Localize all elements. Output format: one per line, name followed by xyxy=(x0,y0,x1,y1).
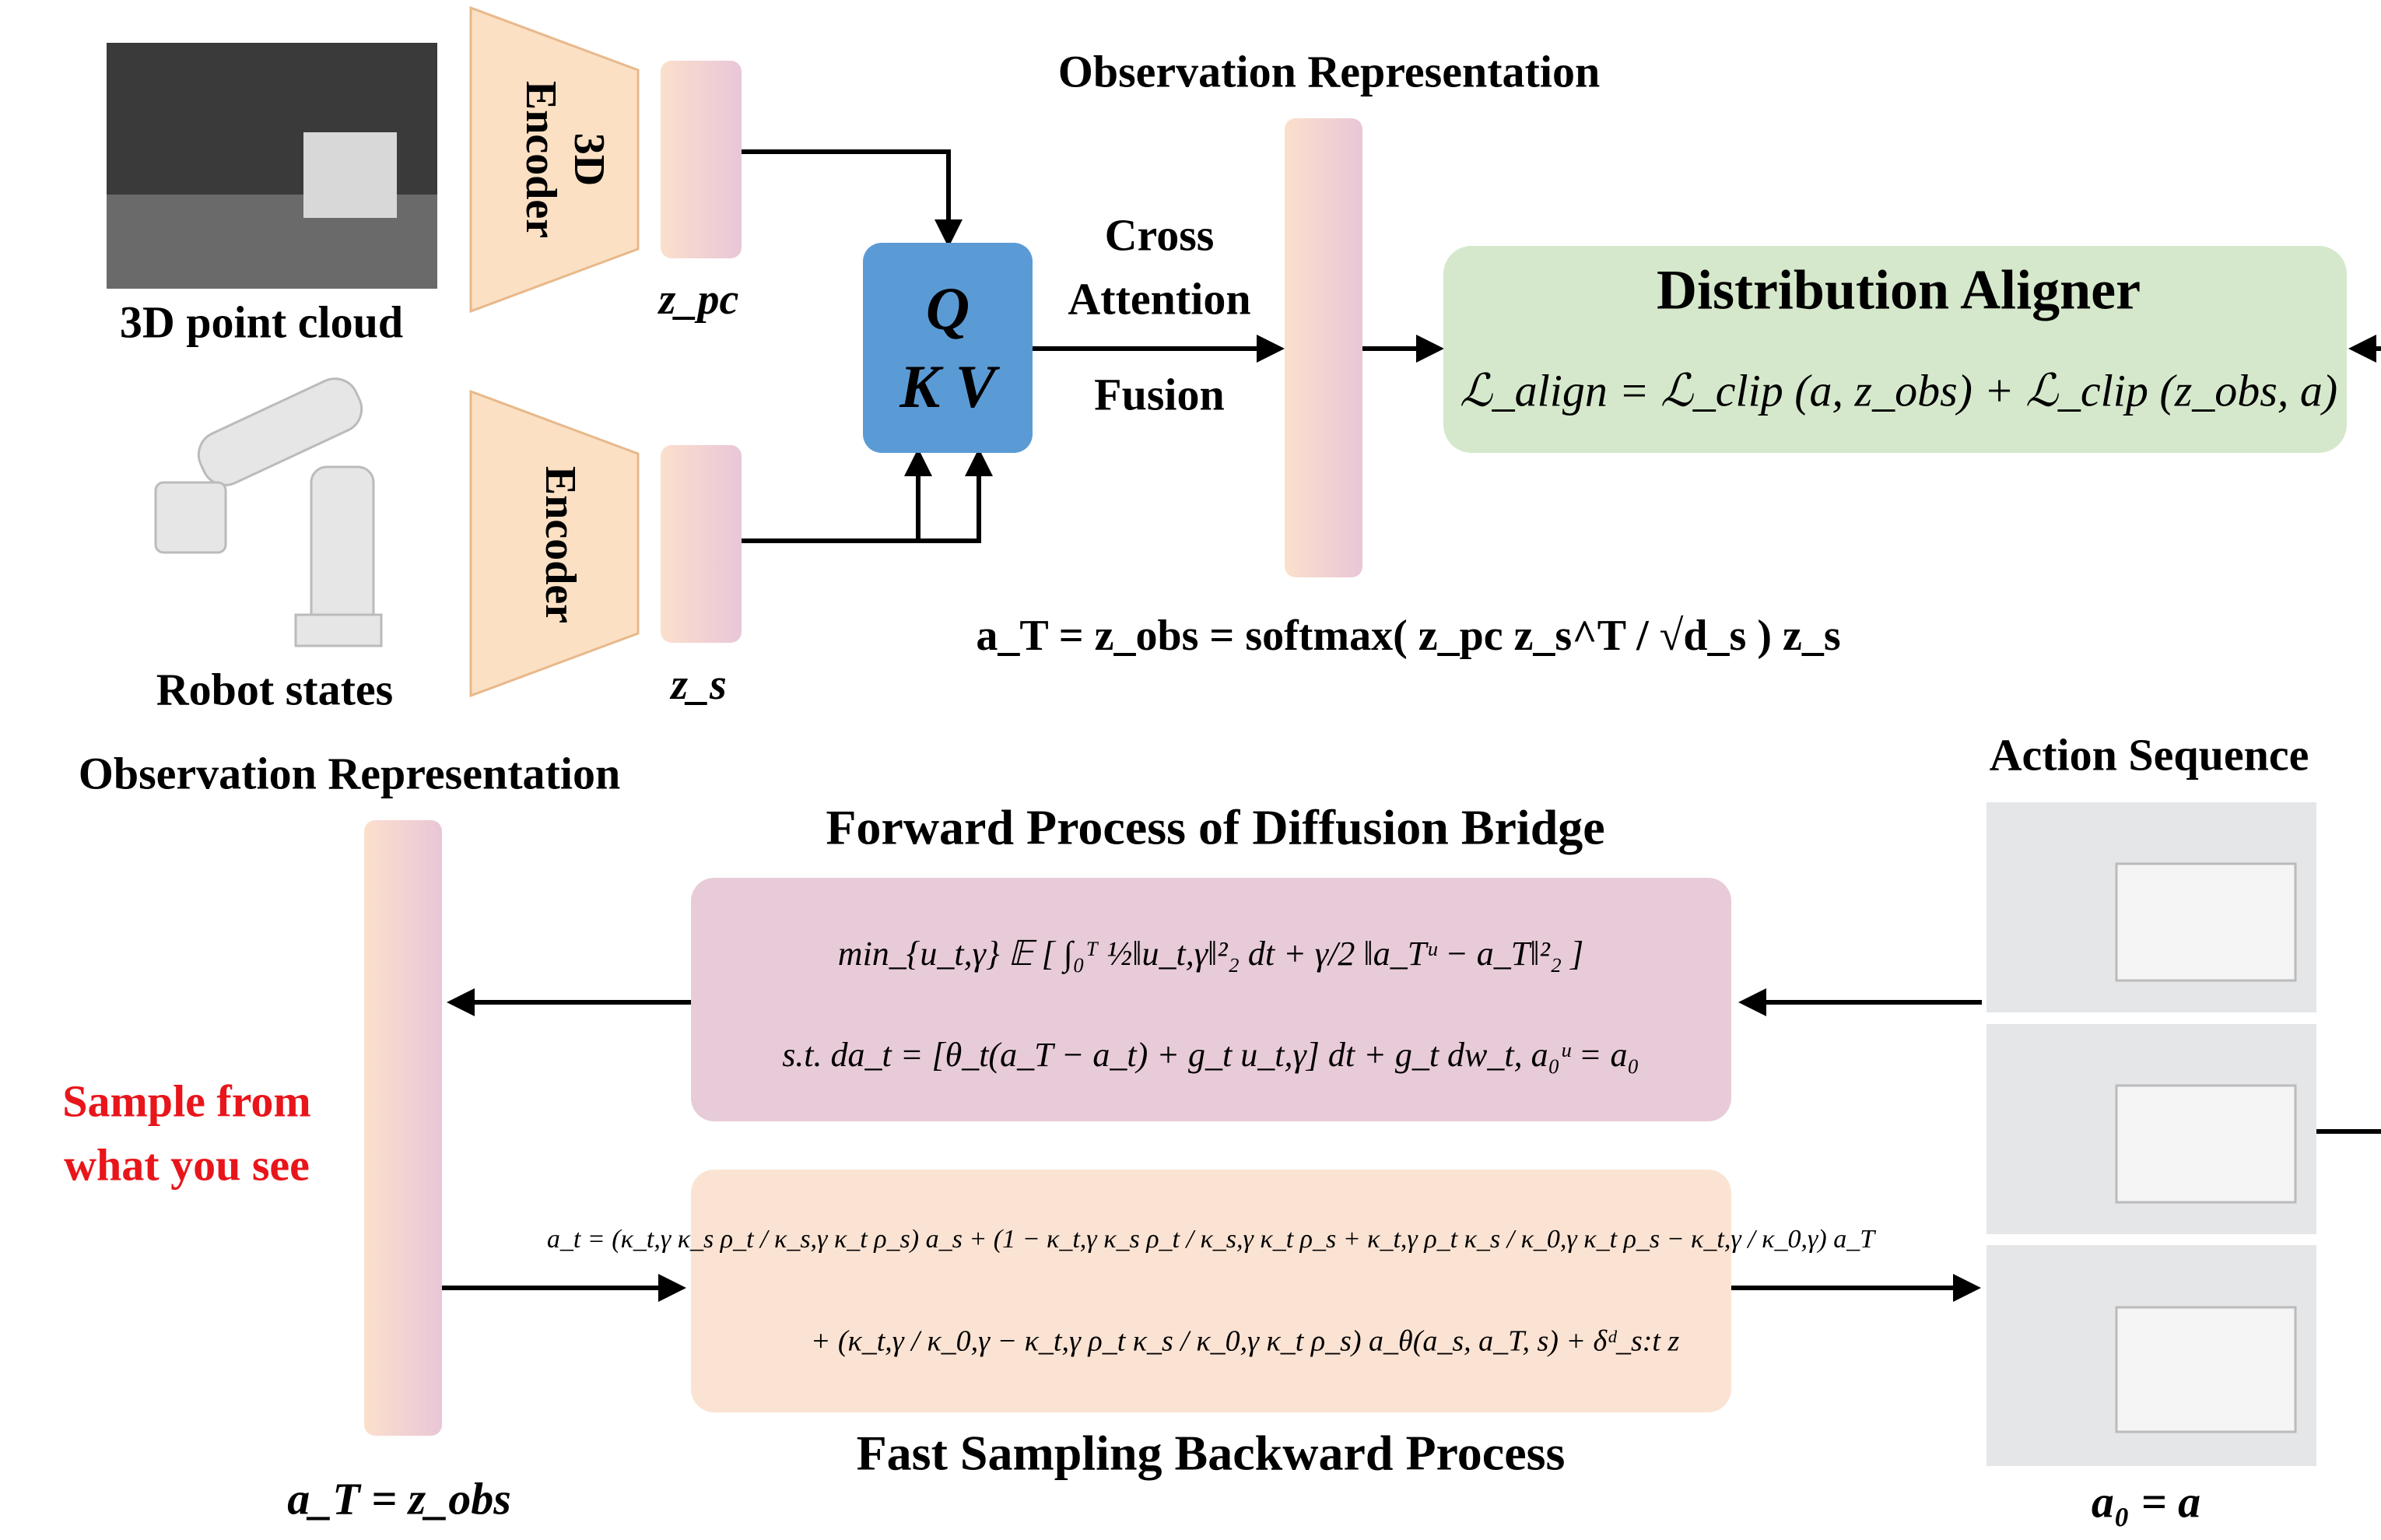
cross-label: Fusion xyxy=(1094,369,1225,419)
action-title: Action Sequence xyxy=(1990,729,2309,780)
point-cloud-oven xyxy=(303,132,397,218)
forward-formula: s.t. da_t = [θ_t(a_T − a_t) + g_t u_t,γ]… xyxy=(782,1036,1639,1074)
backward-title: Fast Sampling Backward Process xyxy=(857,1426,1566,1481)
encoder-3d-label: 3D xyxy=(565,133,613,186)
end-label: a₀ = a xyxy=(2092,1476,2200,1527)
backward-formula: + (κ_t,γ / κ_0,γ − κ_t,γ ρ_t κ_s / κ_0,γ… xyxy=(811,1325,1680,1358)
cross-label: Cross xyxy=(1105,209,1215,260)
observation-bar xyxy=(364,820,442,1436)
arrow xyxy=(742,453,979,541)
representation-title: Observation Representation xyxy=(79,748,621,798)
diagram: 3D point cloud Robot states 3D Encoder E… xyxy=(0,0,2381,1536)
z-pc-label: z_pc xyxy=(657,275,739,324)
action-frames xyxy=(1987,802,2316,1466)
forward-box xyxy=(691,878,1731,1121)
robot-states-label: Robot states xyxy=(156,664,393,714)
z-pc-bar xyxy=(661,61,742,258)
encoder-state-label: Encoder xyxy=(536,466,584,623)
encoder-3d-label: Encoder xyxy=(517,81,565,238)
aligner-title: Distribution Aligner xyxy=(1657,259,2141,321)
forward-formula: min_{u_t,γ} 𝔼 [ ∫₀ᵀ ½‖u_t,γ‖²₂ dt + γ/2 … xyxy=(838,935,1583,974)
point-cloud-label: 3D point cloud xyxy=(120,296,403,347)
fusion-formula: a_T = z_obs = softmax( z_pc z_s^T / √d_s… xyxy=(976,612,1840,660)
attention-q: Q xyxy=(926,275,970,342)
arrow xyxy=(742,152,949,243)
attention-kv: K V xyxy=(899,353,1001,420)
slogan: what you see xyxy=(64,1139,310,1190)
aligner-formula: ℒ_align = ℒ_clip (a, z_obs) + ℒ_clip (z_… xyxy=(1460,365,2337,416)
arrow xyxy=(856,453,918,541)
representation-title: Observation Representation xyxy=(1058,46,1601,96)
z-s-bar xyxy=(661,445,742,643)
backward-box xyxy=(691,1170,1731,1412)
backward-formula: a_t = (κ_t,γ κ_s ρ_t / κ_s,γ κ_t ρ_s) a_… xyxy=(547,1225,1876,1254)
slogan: Sample from xyxy=(62,1075,311,1126)
cross-label: Attention xyxy=(1068,273,1250,324)
z-s-label: z_s xyxy=(669,661,727,709)
observation-bar xyxy=(1285,118,1362,577)
robot-image xyxy=(156,371,381,646)
forward-title: Forward Process of Diffusion Bridge xyxy=(826,800,1604,855)
start-label: a_T = z_obs xyxy=(287,1473,511,1524)
